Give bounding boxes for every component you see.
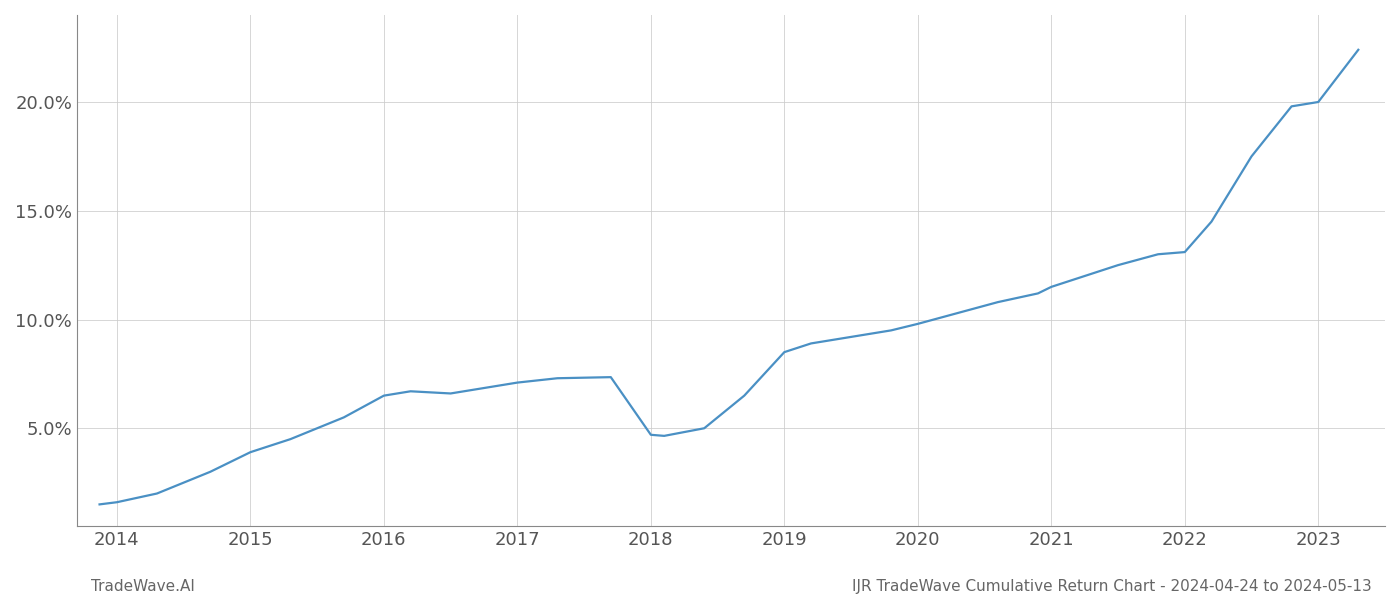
Text: TradeWave.AI: TradeWave.AI [91, 579, 195, 594]
Text: IJR TradeWave Cumulative Return Chart - 2024-04-24 to 2024-05-13: IJR TradeWave Cumulative Return Chart - … [853, 579, 1372, 594]
